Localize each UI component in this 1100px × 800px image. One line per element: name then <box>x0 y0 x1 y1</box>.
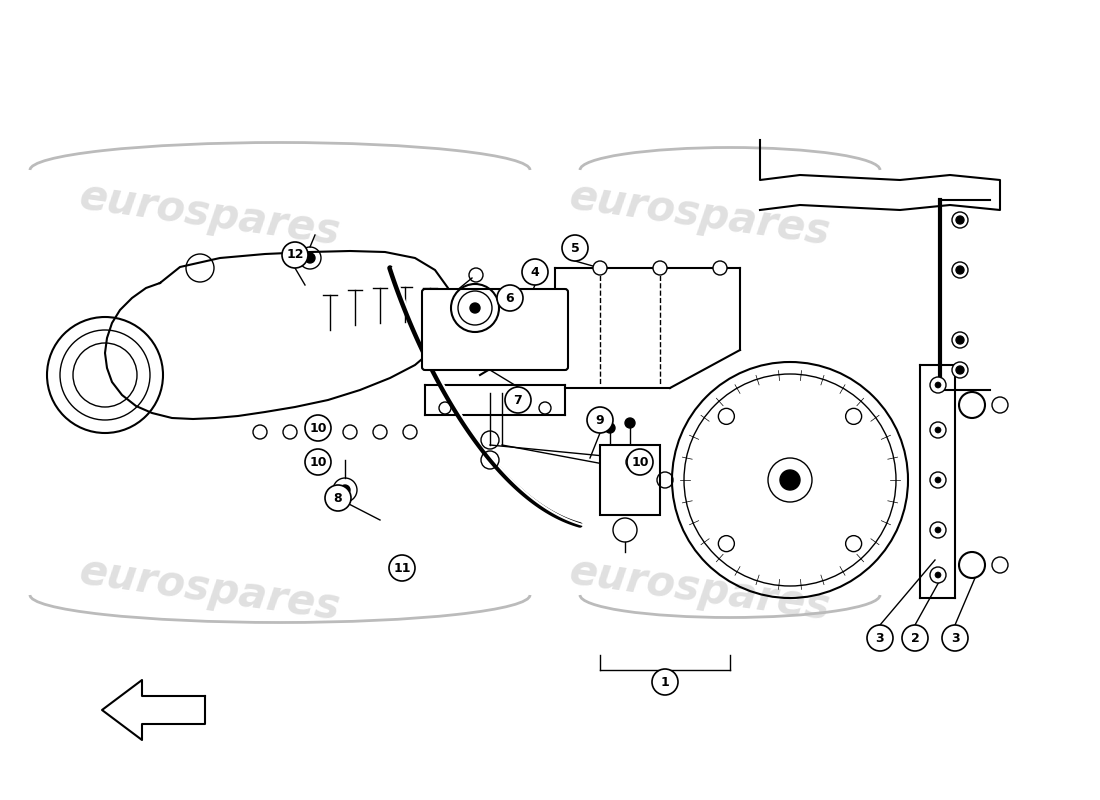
Circle shape <box>324 485 351 511</box>
Circle shape <box>930 422 946 438</box>
Circle shape <box>627 449 653 475</box>
Circle shape <box>587 407 613 433</box>
Circle shape <box>930 522 946 538</box>
Circle shape <box>930 567 946 583</box>
Circle shape <box>935 527 940 533</box>
Circle shape <box>713 261 727 275</box>
Text: 11: 11 <box>394 562 410 574</box>
Circle shape <box>952 262 968 278</box>
Circle shape <box>780 470 800 490</box>
Circle shape <box>340 485 350 495</box>
Circle shape <box>935 382 940 388</box>
Text: 10: 10 <box>309 422 327 434</box>
Circle shape <box>935 427 940 433</box>
Circle shape <box>389 555 415 581</box>
Circle shape <box>956 366 964 374</box>
Text: eurospares: eurospares <box>566 551 833 629</box>
Text: 10: 10 <box>631 455 649 469</box>
Circle shape <box>652 669 678 695</box>
Circle shape <box>952 332 968 348</box>
Circle shape <box>930 472 946 488</box>
Circle shape <box>992 397 1008 413</box>
Text: 7: 7 <box>514 394 522 406</box>
Circle shape <box>305 449 331 475</box>
Circle shape <box>956 336 964 344</box>
Circle shape <box>956 216 964 224</box>
Text: 3: 3 <box>950 631 959 645</box>
Polygon shape <box>102 680 205 740</box>
Text: 3: 3 <box>876 631 884 645</box>
Circle shape <box>956 266 964 274</box>
Circle shape <box>992 557 1008 573</box>
Text: eurospares: eurospares <box>566 176 833 254</box>
Circle shape <box>497 285 522 311</box>
Text: eurospares: eurospares <box>77 551 343 629</box>
Circle shape <box>505 387 531 413</box>
Circle shape <box>282 242 308 268</box>
Bar <box>600 445 660 515</box>
Circle shape <box>470 303 480 313</box>
Text: 4: 4 <box>530 266 539 278</box>
Text: 6: 6 <box>506 291 515 305</box>
Circle shape <box>930 377 946 393</box>
Circle shape <box>952 212 968 228</box>
Text: 12: 12 <box>286 249 304 262</box>
Circle shape <box>952 362 968 378</box>
Circle shape <box>305 253 315 263</box>
FancyBboxPatch shape <box>422 289 568 370</box>
Circle shape <box>935 572 940 578</box>
Circle shape <box>942 625 968 651</box>
Text: 10: 10 <box>309 455 327 469</box>
Circle shape <box>867 625 893 651</box>
Text: 1: 1 <box>661 675 670 689</box>
Circle shape <box>902 625 928 651</box>
Circle shape <box>653 261 667 275</box>
Circle shape <box>562 235 588 261</box>
Circle shape <box>935 477 940 483</box>
Text: 9: 9 <box>596 414 604 426</box>
Text: eurospares: eurospares <box>77 176 343 254</box>
Text: 5: 5 <box>571 242 580 254</box>
Text: 2: 2 <box>911 631 920 645</box>
Text: 8: 8 <box>333 491 342 505</box>
Circle shape <box>593 261 607 275</box>
Circle shape <box>522 259 548 285</box>
Circle shape <box>605 423 615 433</box>
Circle shape <box>305 415 331 441</box>
Circle shape <box>625 418 635 428</box>
